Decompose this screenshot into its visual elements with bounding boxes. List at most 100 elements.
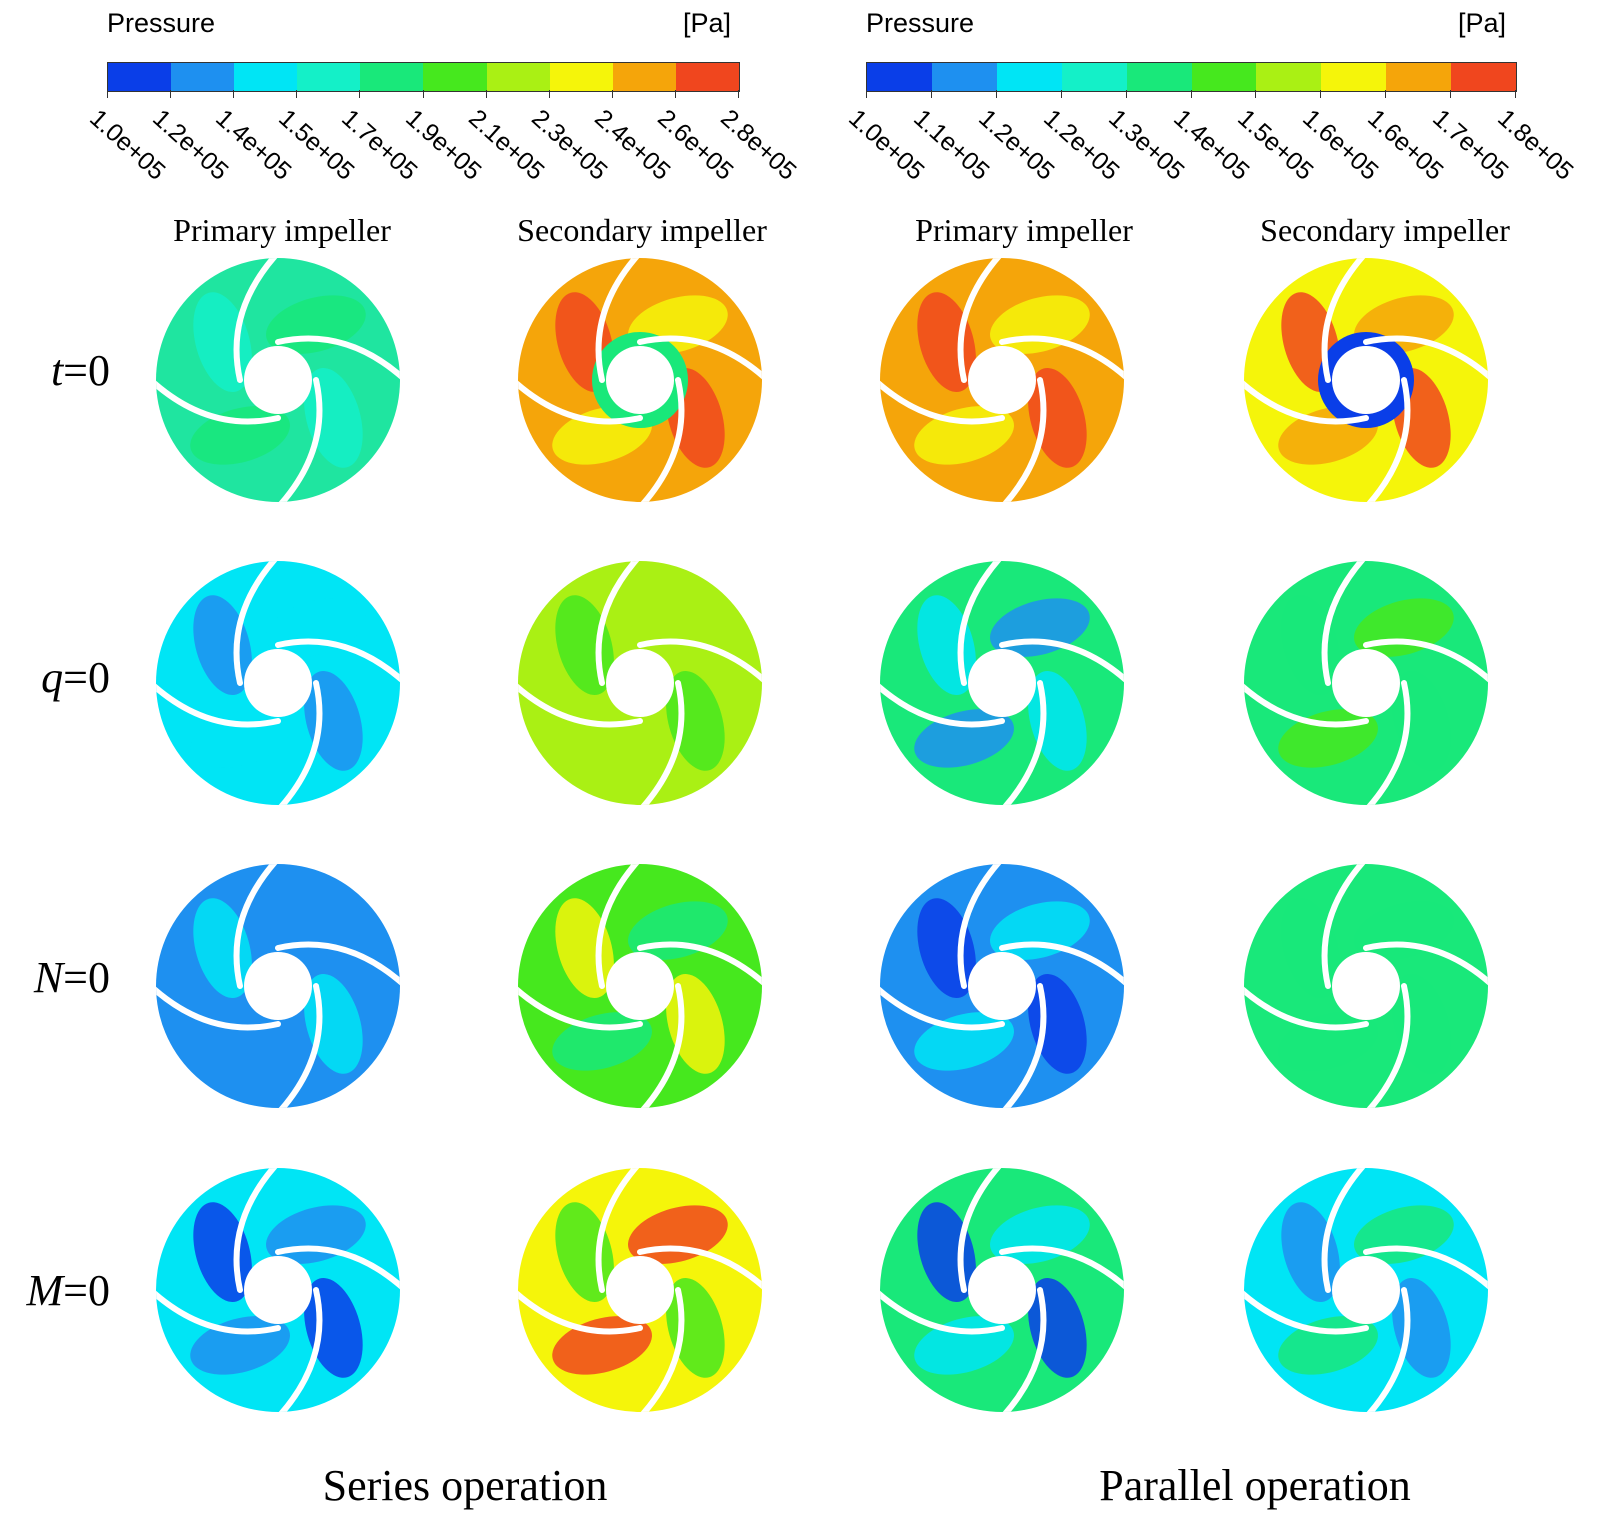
colorbar-tick [674,90,676,98]
impeller-blade [233,864,279,989]
impeller-blade [277,680,323,805]
colorbar-segment [612,63,676,91]
impeller-blade [957,258,1003,383]
impeller-blade [277,1287,323,1412]
impeller-contour [1244,864,1488,1108]
colorbar-tick [1060,90,1062,98]
colorbar-segment [1451,63,1517,91]
impeller-hub [606,952,674,1020]
impeller-blade [233,1168,279,1293]
impeller-blade [595,864,641,989]
impeller-blade [595,1168,641,1293]
impeller-blade [1321,561,1367,686]
row-label-N: N=0 [33,953,110,1002]
colorbar-tick [1320,90,1322,98]
impeller-blade [1365,983,1411,1108]
colorbar-segment [360,63,424,91]
impeller-blade [518,682,643,728]
impeller-blade [518,985,643,1031]
colorbar-tick [738,90,739,98]
colorbar-segment [171,63,235,91]
impeller-blade [1363,638,1488,684]
impeller-hub [244,1256,312,1324]
impeller-hub [968,346,1036,414]
impeller-blade [637,638,762,684]
colorbar-tick [170,90,172,98]
impeller-blade [1244,985,1369,1031]
impeller-blade [156,379,281,425]
legend-title: Pressure [107,8,216,38]
colorbar-segment [1191,63,1257,91]
impeller-hub [968,952,1036,1020]
impeller-hub [606,346,674,414]
colorbar-segment [1386,63,1452,91]
impeller-blade [1365,1287,1411,1412]
impeller-blade [639,377,685,502]
row-label-M: M=0 [26,1266,110,1315]
impeller-contour [156,561,400,805]
colorbar-tick [296,90,298,98]
impeller-blade [1321,258,1367,383]
colorbar-segment [675,63,739,91]
colorbar-tick [611,90,613,98]
impeller-hub [1332,649,1400,717]
impeller-contour [1244,258,1488,502]
impeller-hub [1332,1256,1400,1324]
legend-unit: [Pa] [1458,8,1507,38]
impeller-blade [637,1245,762,1291]
impeller-blade [1244,1289,1369,1335]
impeller-contour [156,258,400,502]
impeller-blade [156,682,281,728]
colorbar-tick [359,90,361,98]
impeller-hub [606,1256,674,1324]
impeller-blade [277,377,323,502]
impeller-contour [880,258,1124,502]
impeller-blade [277,983,323,1108]
impeller-blade [999,335,1124,381]
impeller-blade [637,335,762,381]
impeller-contour [880,864,1124,1108]
impeller-blade [637,941,762,987]
impeller-blade [156,1289,281,1335]
impeller-blade [275,1245,400,1291]
row-label-t: t=0 [50,346,110,395]
impeller-blade [1365,377,1411,502]
colorbar [107,62,740,92]
impeller-blade [1363,941,1488,987]
impeller-contour [156,1168,400,1412]
impeller-blade [957,561,1003,686]
column-header-secondary-series: Secondary impeller [517,212,767,248]
legend-title: Pressure [866,8,975,38]
impeller-blade [275,335,400,381]
impeller-blade [233,258,279,383]
impeller-hub [1332,952,1400,1020]
impeller-blade [880,379,1005,425]
impeller-contour [880,1168,1124,1412]
impeller-contour [518,258,762,502]
colorbar-tick [233,90,235,98]
impeller-blade [880,682,1005,728]
legend-unit: [Pa] [683,8,732,38]
parallel-operation-label: Parallel operation [1099,1461,1411,1510]
impeller-blade [880,1289,1005,1335]
impeller-hub [606,649,674,717]
impeller-hub [968,649,1036,717]
impeller-blade [1001,1287,1047,1412]
impeller-blade [957,864,1003,989]
impeller-blade [1321,1168,1367,1293]
colorbar-segment [423,63,487,91]
impeller-blade [880,985,1005,1031]
impeller-blade [639,680,685,805]
colorbar-segment [234,63,298,91]
impeller-blade [156,985,281,1031]
impeller-contour [518,1168,762,1412]
impeller-hub [968,1256,1036,1324]
colorbar-segment [1061,63,1127,91]
colorbar-segment [867,63,932,91]
colorbar-segment [1321,63,1387,91]
impeller-blade [1244,379,1369,425]
impeller-blade [518,379,643,425]
colorbar-tick [485,90,487,98]
colorbar-tick [930,90,932,98]
